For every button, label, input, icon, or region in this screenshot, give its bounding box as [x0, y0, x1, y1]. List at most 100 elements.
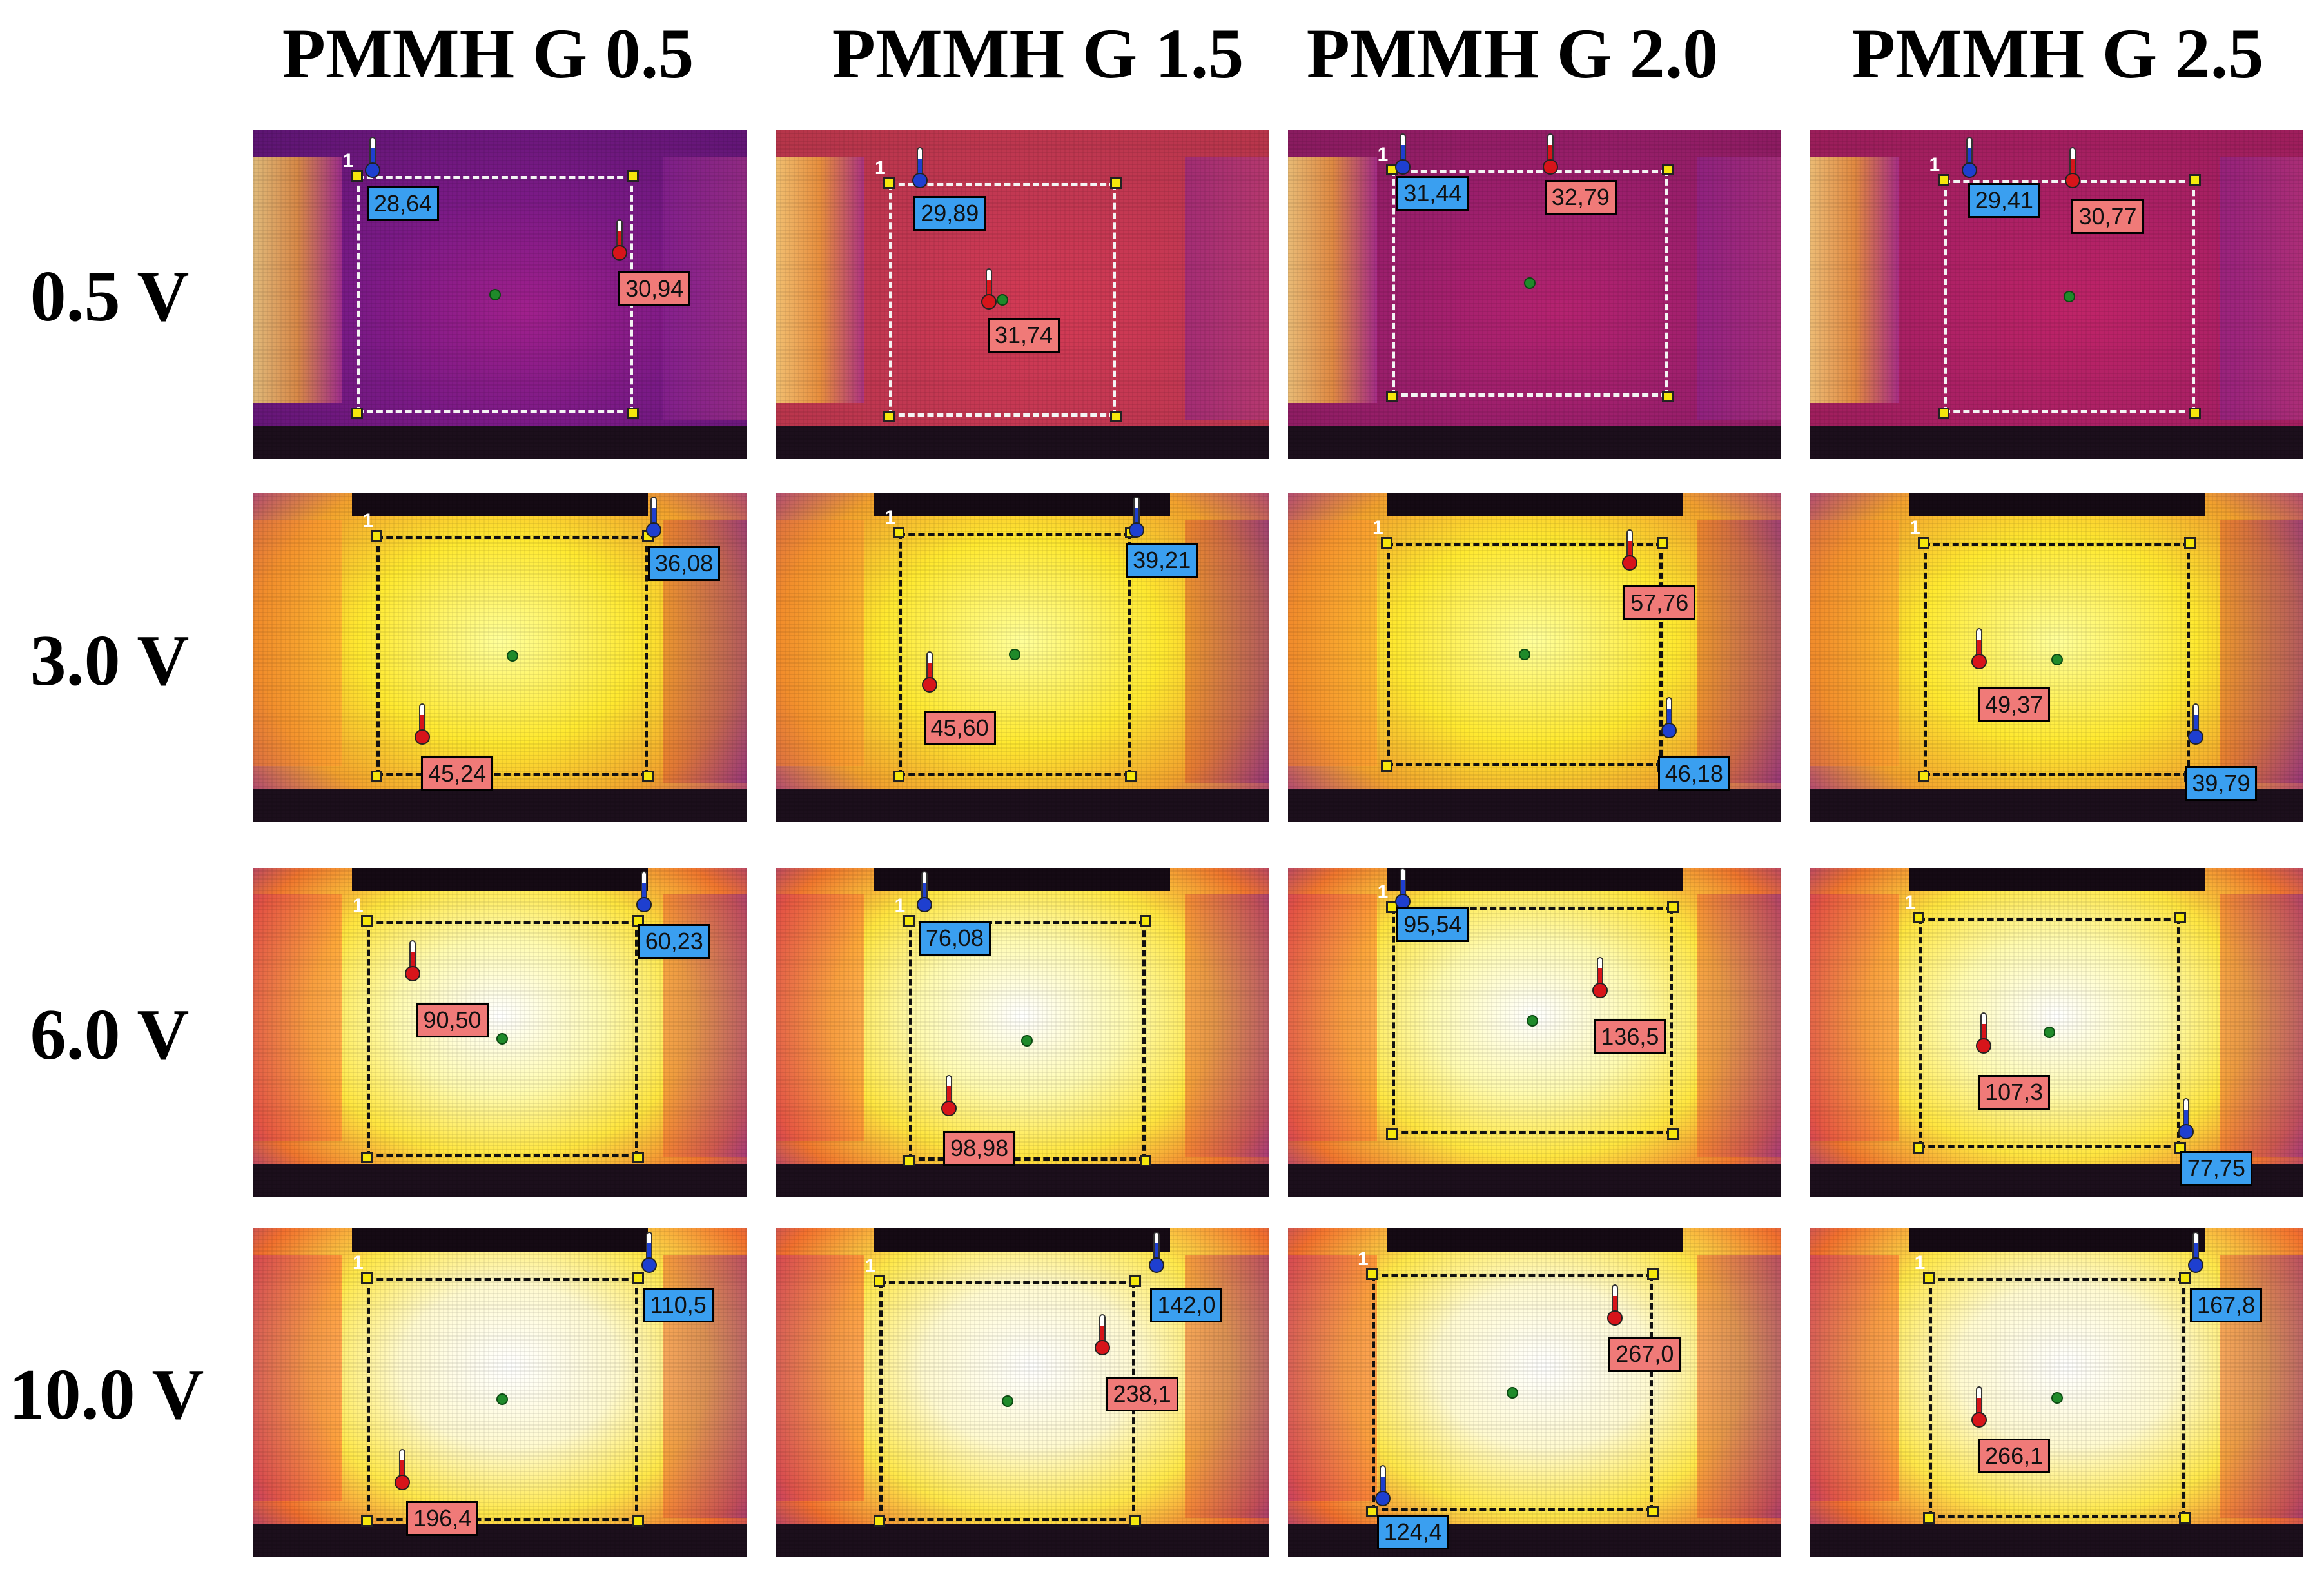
heat-region-left — [253, 1254, 342, 1502]
dark-band-bottom — [1288, 1524, 1781, 1557]
min-temperature-label: 29,41 — [1968, 182, 2040, 218]
min-temperature-label: 46,18 — [1657, 756, 1730, 791]
center-marker — [1021, 1034, 1033, 1047]
heat-region-right — [2219, 519, 2303, 783]
thermal-image: 1 167,8 266,1 — [1810, 1228, 2303, 1557]
min-temperature-label: 142,0 — [1150, 1287, 1223, 1322]
row-header: 6.0 V — [30, 995, 190, 1075]
thermometer-min-icon — [1126, 497, 1147, 540]
thermal-image: 1 36,08 45,24 — [253, 493, 747, 822]
box-corner-handle — [1366, 1268, 1378, 1281]
dark-band-bottom — [253, 426, 747, 459]
dark-band-bottom — [253, 1524, 747, 1557]
dark-band-bottom — [1288, 789, 1781, 822]
thermometer-max-icon — [1619, 529, 1641, 573]
heat-region-left — [253, 156, 342, 404]
box-corner-handle — [627, 170, 640, 182]
heat-region-right — [1697, 1254, 1781, 1518]
thermometer-max-icon — [1968, 1386, 1990, 1430]
box-corner-handle — [632, 1272, 644, 1284]
center-marker — [2051, 653, 2063, 665]
measurement-box — [1928, 1277, 2185, 1518]
heat-region-right — [1184, 156, 1269, 420]
box-number-label: 1 — [1372, 516, 1383, 538]
heat-region-right — [1697, 894, 1781, 1157]
min-temperature-label: 39,21 — [1126, 542, 1198, 578]
min-temperature-label: 60,23 — [638, 923, 710, 959]
center-marker — [1001, 1395, 1013, 1407]
center-marker — [496, 1393, 509, 1406]
min-temperature-label: 28,64 — [366, 186, 440, 221]
box-corner-handle — [1666, 901, 1679, 914]
thermal-image: 1 29,89 31,74 — [776, 130, 1269, 459]
box-corner-handle — [360, 1151, 373, 1163]
dark-band-top — [352, 868, 648, 891]
dark-band-bottom — [776, 1524, 1269, 1557]
dark-band-bottom — [1810, 1524, 2303, 1557]
center-marker — [489, 289, 501, 300]
thermal-image: 1 95,54 136,5 — [1288, 868, 1781, 1197]
measurement-box — [908, 920, 1146, 1161]
box-corner-handle — [1913, 1141, 1925, 1154]
box-corner-handle — [360, 1272, 373, 1284]
box-corner-handle — [1139, 914, 1151, 927]
measurement-box — [376, 536, 648, 776]
max-temperature-label: 31,74 — [987, 317, 1060, 353]
center-marker — [1507, 1387, 1519, 1399]
center-marker — [2051, 1391, 2063, 1404]
max-temperature-label: 32,79 — [1544, 179, 1617, 215]
box-number-label: 1 — [352, 1252, 364, 1273]
box-number-label: 1 — [874, 157, 886, 179]
heat-region-left — [776, 156, 864, 404]
center-marker — [996, 293, 1008, 306]
box-corner-handle — [1385, 391, 1398, 403]
min-temperature-label: 76,08 — [918, 920, 991, 956]
dark-band-bottom — [253, 1164, 747, 1197]
min-temperature-label: 36,08 — [648, 546, 721, 581]
box-corner-handle — [1913, 911, 1925, 923]
thermal-image: 1 39,79 49,37 — [1810, 493, 2303, 822]
thermal-image: 1 29,41 30,77 — [1810, 130, 2303, 459]
measurement-box — [1391, 907, 1673, 1135]
heat-region-right — [1184, 519, 1269, 783]
box-corner-handle — [903, 1154, 915, 1166]
dark-band-bottom — [776, 1164, 1269, 1197]
dark-band-top — [1909, 868, 2205, 891]
sensor-noise — [1288, 130, 1781, 459]
box-corner-handle — [1129, 1275, 1142, 1287]
min-temperature-label: 77,75 — [2180, 1150, 2252, 1186]
box-corner-handle — [883, 410, 895, 422]
box-corner-handle — [1129, 1515, 1142, 1527]
sensor-noise — [1288, 1228, 1781, 1557]
thermometer-max-icon — [402, 940, 424, 984]
thermometer-min-icon — [2175, 1098, 2197, 1142]
max-temperature-label: 49,37 — [1978, 687, 2051, 722]
center-marker — [1009, 648, 1021, 660]
min-temperature-label: 39,79 — [2185, 766, 2258, 801]
max-temperature-label: 107,3 — [1978, 1075, 2051, 1110]
dark-band-top — [1387, 493, 1683, 516]
measurement-box — [366, 920, 638, 1157]
box-corner-handle — [1662, 391, 1674, 403]
box-corner-handle — [360, 1515, 373, 1527]
measurement-box — [1919, 917, 2180, 1148]
thermometer-max-icon — [411, 703, 433, 747]
dark-band-top — [1387, 1228, 1683, 1252]
dark-band-top — [874, 1228, 1170, 1252]
heat-region-left — [1288, 1254, 1377, 1502]
max-temperature-label: 30,77 — [2071, 199, 2144, 235]
heat-region-left — [1810, 519, 1899, 767]
box-corner-handle — [1917, 770, 1929, 782]
max-temperature-label: 136,5 — [1594, 1019, 1666, 1054]
box-corner-handle — [883, 177, 895, 189]
heat-region-left — [253, 894, 342, 1141]
heat-region-right — [2219, 894, 2303, 1157]
box-corner-handle — [873, 1275, 885, 1287]
thermometer-max-icon — [1604, 1284, 1626, 1328]
dark-band-bottom — [776, 789, 1269, 822]
box-number-label: 1 — [1929, 153, 1940, 175]
thermometer-min-icon — [2185, 703, 2207, 747]
box-corner-handle — [642, 770, 654, 782]
heat-region-left — [1288, 519, 1377, 767]
box-number-label: 1 — [864, 1255, 876, 1277]
